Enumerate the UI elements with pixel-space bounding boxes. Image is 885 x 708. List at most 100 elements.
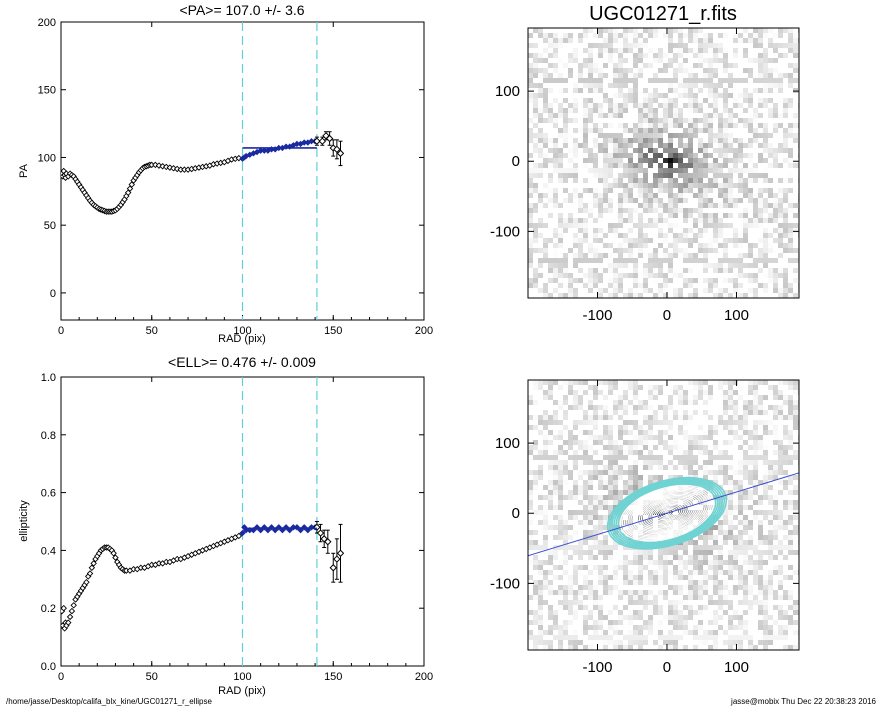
- image-pixel: [623, 545, 628, 550]
- image-pixel: [558, 615, 563, 620]
- image-pixel: [598, 405, 603, 410]
- image-pixel: [588, 153, 593, 158]
- image-pixel: [583, 163, 588, 168]
- profile-point: [128, 181, 136, 188]
- image-pixel: [783, 168, 788, 173]
- image-pixel: [603, 390, 608, 395]
- image-pixel: [643, 103, 648, 108]
- image-pixel: [593, 48, 598, 53]
- image-pixel: [708, 193, 713, 198]
- image-pixel: [698, 253, 703, 258]
- image-pixel: [548, 400, 553, 405]
- image-pixel: [748, 228, 753, 233]
- x-tick-label: 0: [663, 307, 671, 324]
- image-pixel: [563, 188, 568, 193]
- image-pixel: [748, 58, 753, 63]
- image-pixel: [613, 640, 618, 645]
- image-pixel: [558, 88, 563, 93]
- image-pixel: [743, 268, 748, 273]
- image-pixel: [653, 273, 658, 278]
- image-pixel: [563, 605, 568, 610]
- image-pixel: [778, 178, 783, 183]
- image-pixel: [538, 283, 543, 288]
- image-pixel: [768, 98, 773, 103]
- image-pixel: [658, 78, 663, 83]
- image-pixel: [578, 550, 583, 555]
- image-pixel: [608, 243, 613, 248]
- image-pixel: [598, 540, 603, 545]
- image-pixel: [598, 615, 603, 620]
- image-pixel: [558, 545, 563, 550]
- image-pixel: [673, 555, 678, 560]
- image-pixel: [613, 198, 618, 203]
- image-pixel: [673, 198, 678, 203]
- image-pixel: [643, 640, 648, 645]
- image-pixel: [538, 390, 543, 395]
- image-pixel: [578, 450, 583, 455]
- image-pixel: [613, 113, 618, 118]
- image-pixel: [598, 620, 603, 625]
- image-pixel: [628, 213, 633, 218]
- image-pixel: [573, 595, 578, 600]
- image-pixel: [653, 585, 658, 590]
- image-pixel: [573, 263, 578, 268]
- image-pixel: [658, 193, 663, 198]
- image-pixel: [538, 113, 543, 118]
- image-pixel: [698, 228, 703, 233]
- image-pixel: [628, 108, 633, 113]
- image-pixel: [598, 243, 603, 248]
- image-pixel: [543, 600, 548, 605]
- image-pixel: [643, 470, 648, 475]
- image-pixel: [698, 58, 703, 63]
- image-pixel: [633, 243, 638, 248]
- image-pixel: [678, 243, 683, 248]
- image-pixel: [648, 610, 653, 615]
- image-pixel: [768, 273, 773, 278]
- image-pixel: [553, 88, 558, 93]
- image-pixel: [783, 278, 788, 283]
- image-pixel: [723, 53, 728, 58]
- image-pixel: [568, 113, 573, 118]
- image-pixel: [548, 460, 553, 465]
- image-pixel: [648, 33, 653, 38]
- image-pixel: [783, 53, 788, 58]
- image-pixel: [638, 203, 643, 208]
- image-pixel: [598, 600, 603, 605]
- image-pixel: [758, 38, 763, 43]
- image-pixel: [688, 73, 693, 78]
- image-pixel: [698, 43, 703, 48]
- image-pixel: [578, 43, 583, 48]
- image-pixel: [638, 173, 643, 178]
- image-pixel: [593, 540, 598, 545]
- image-pixel: [598, 420, 603, 425]
- image-pixel: [678, 78, 683, 83]
- image-pixel: [543, 238, 548, 243]
- x-tick-label: 0: [58, 325, 64, 337]
- image-pixel: [548, 183, 553, 188]
- image-pixel: [603, 495, 608, 500]
- image-pixel: [608, 88, 613, 93]
- image-pixel: [538, 218, 543, 223]
- image-pixel: [608, 193, 613, 198]
- image-pixel: [773, 293, 778, 298]
- image-pixel: [583, 228, 588, 233]
- image-pixel: [683, 238, 688, 243]
- image-pixel: [628, 58, 633, 63]
- image-pixel: [633, 288, 638, 293]
- image-pixel: [753, 223, 758, 228]
- image-pixel: [598, 293, 603, 298]
- image-pixel: [588, 590, 593, 595]
- image-pixel: [658, 510, 663, 515]
- image-pixel: [738, 238, 743, 243]
- image-pixel: [693, 48, 698, 53]
- image-pixel: [638, 263, 643, 268]
- image-pixel: [588, 425, 593, 430]
- image-pixel: [708, 103, 713, 108]
- image-pixel: [573, 113, 578, 118]
- image-pixel: [558, 78, 563, 83]
- image-pixel: [573, 445, 578, 450]
- image-pixel: [718, 118, 723, 123]
- image-pixel: [618, 380, 623, 385]
- image-pixel: [538, 470, 543, 475]
- image-pixel: [753, 238, 758, 243]
